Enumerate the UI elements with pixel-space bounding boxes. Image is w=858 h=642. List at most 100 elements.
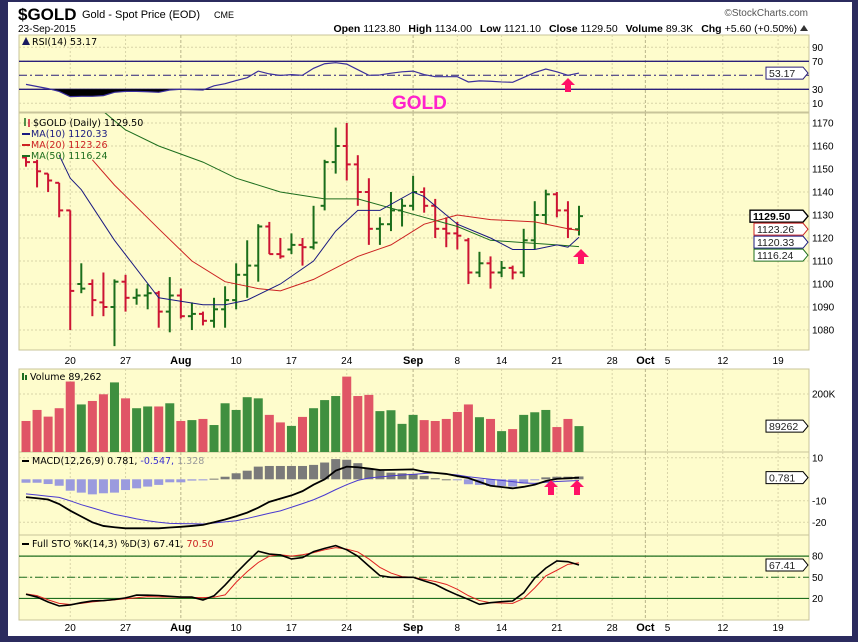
volume-value-tag: 89262 — [769, 421, 798, 433]
volume-bar — [309, 408, 319, 452]
volume-bar — [43, 416, 53, 452]
macd-histogram-bar — [132, 479, 142, 489]
x-tick-label: 20 — [65, 623, 77, 634]
ma10-value-tag: 1120.33 — [757, 237, 794, 249]
price-bar — [541, 189, 550, 225]
price-bar — [364, 178, 373, 245]
volume-bar — [508, 429, 518, 452]
volume-bar — [54, 408, 64, 452]
volume-bar — [65, 381, 75, 452]
price-bar — [55, 181, 64, 218]
volume-bar — [342, 376, 352, 452]
volume-bar — [541, 409, 551, 452]
price-panel — [18, 112, 810, 351]
instrument-name: Gold - Spot Price (EOD) — [82, 9, 200, 21]
x-tick-label: 21 — [551, 623, 563, 634]
price-bar — [221, 286, 230, 328]
y-tick-label: 1160 — [812, 142, 834, 153]
price-legend-text: $GOLD (Daily) 1129.50 — [33, 118, 143, 129]
x-tick-label: 17 — [286, 356, 298, 367]
price-bar — [386, 192, 395, 232]
macd-histogram-bar — [209, 478, 219, 480]
macd-histogram-bar — [463, 479, 473, 485]
volume-bar — [242, 397, 252, 452]
volume-bar — [98, 394, 108, 452]
volume-bar — [452, 411, 462, 452]
macd-histogram-bar — [187, 479, 197, 481]
x-tick-label: 27 — [120, 623, 132, 634]
macd-value-tag: 0.781 — [769, 472, 795, 484]
ohlc-summary: Open 1123.80 High 1134.00 Low 1121.10 Close… — [333, 23, 797, 35]
low-value: 1121.10 — [504, 23, 541, 35]
price-bar — [575, 205, 583, 236]
macd-histogram-bar — [408, 473, 418, 480]
y-tick-label: 80 — [812, 552, 824, 563]
volume-bar — [419, 420, 429, 452]
macd-legend-text: MACD(12,26,9) 0.781, -0.547, 1.328 — [32, 456, 204, 467]
x-tick-label: 28 — [607, 356, 619, 367]
macd-histogram-bar — [342, 459, 352, 480]
macd-histogram-bar — [231, 473, 241, 480]
close-value-tag: 1129.50 — [753, 211, 791, 223]
sto-value-tag: 67.41 — [769, 560, 795, 572]
price-bar — [33, 159, 42, 188]
volume-bar — [187, 420, 197, 452]
price-bar — [298, 238, 307, 266]
macd-histogram-bar — [32, 479, 42, 483]
price-bar — [530, 201, 539, 250]
macd-marks — [21, 459, 584, 530]
volume-bar — [320, 400, 330, 452]
macd-histogram-bar — [154, 479, 164, 485]
gold-annotation: GOLD — [392, 93, 447, 114]
macd-histogram-bar — [242, 470, 252, 480]
volume-bar — [298, 416, 307, 452]
volume-bar — [209, 425, 219, 452]
volume-bar — [331, 396, 341, 452]
macd-histogram-bar — [264, 465, 274, 480]
x-tick-label: 19 — [773, 623, 785, 634]
ohlc-bars-icon — [24, 118, 30, 127]
price-bar — [121, 274, 130, 312]
volume-icon-bar — [25, 375, 27, 380]
macd-swatch — [22, 460, 29, 462]
sto-legend-text: Full STO %K(14,3) %D(3) 67.41, 70.50 — [32, 539, 214, 550]
volume-bar — [530, 412, 540, 452]
sto-legend-d: 70.50 — [183, 539, 213, 550]
price-bar — [254, 224, 263, 282]
ma50-swatch — [22, 155, 30, 157]
price-bar — [165, 277, 174, 333]
volume-bar — [220, 403, 230, 452]
volume-bar — [264, 414, 274, 452]
price-bar — [44, 172, 53, 192]
macd-histogram-bar — [109, 479, 119, 493]
exchange: CME — [214, 10, 234, 20]
macd-signal-line — [25, 472, 580, 525]
sto-swatch — [22, 543, 29, 545]
ma20-value-tag-box — [753, 222, 809, 236]
macd-legend-signal: -0.547, — [137, 456, 174, 467]
ma50-value-tag-box — [753, 248, 809, 262]
ma10-legend: MA(10) 1120.33 — [31, 129, 108, 140]
ma20-value-tag: 1123.26 — [757, 224, 794, 236]
price-bar — [66, 209, 75, 330]
axes: 20 20 27 27 Aug Aug 10 10 17 17 24 24 Sep Sep 8 8 14 14 21… — [65, 43, 836, 634]
price-bar — [77, 263, 86, 294]
open-value: 1123.80 — [363, 23, 400, 35]
macd-histogram-bar — [519, 479, 529, 484]
chart-date: 23-Sep-2015 — [18, 24, 76, 35]
volume-bar — [563, 418, 573, 452]
volume-bar — [32, 409, 42, 452]
x-tick-label: 19 — [773, 356, 785, 367]
rsi-line — [25, 62, 580, 98]
price-bar — [464, 238, 473, 284]
volume-value-tag-box — [765, 419, 809, 433]
price-bar — [265, 221, 274, 256]
price-bar — [508, 265, 517, 280]
macd-histogram-bar — [375, 470, 385, 480]
macd-histogram-bar — [441, 479, 451, 481]
price-bar — [309, 205, 318, 250]
volume-bar — [253, 398, 263, 452]
volume-bar — [121, 398, 131, 452]
y-tick-label: 1080 — [812, 326, 835, 337]
